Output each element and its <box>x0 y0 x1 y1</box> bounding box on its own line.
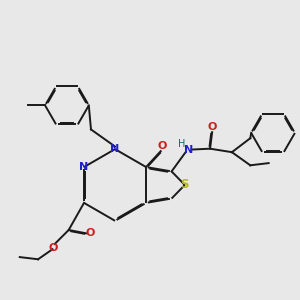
Text: N: N <box>80 162 88 172</box>
Text: O: O <box>86 228 95 238</box>
Text: O: O <box>208 122 217 132</box>
Text: O: O <box>158 141 167 151</box>
Text: H: H <box>178 139 185 149</box>
Text: O: O <box>48 243 58 253</box>
Text: N: N <box>184 145 193 154</box>
Text: N: N <box>110 144 120 154</box>
Text: S: S <box>181 178 189 191</box>
